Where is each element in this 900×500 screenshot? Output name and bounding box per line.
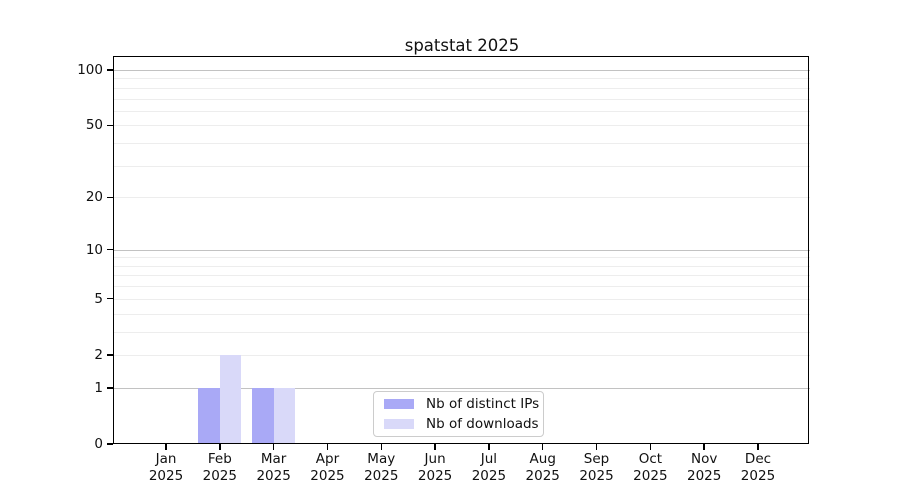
legend-swatch-nb-of-distinct-ips bbox=[384, 398, 414, 409]
y-tick-10 bbox=[107, 248, 113, 251]
legend-label-nb-of-downloads: Nb of downloads bbox=[426, 416, 539, 433]
x-tick-label-aug-2025: Aug 2025 bbox=[525, 451, 560, 484]
minor-gridline-6 bbox=[114, 286, 810, 288]
x-tick-label-jan-2025: Jan 2025 bbox=[148, 451, 184, 484]
x-tick-label-may-2025: May 2025 bbox=[364, 451, 399, 484]
x-tick-label-apr-2025: Apr 2025 bbox=[310, 451, 345, 484]
legend-item-nb-of-distinct-ips: Nb of distinct IPs bbox=[382, 395, 539, 413]
x-tick-apr-2025 bbox=[326, 444, 329, 450]
y-tick-5 bbox=[107, 298, 113, 300]
bar-nb-of-distinct-ips-mar-2025 bbox=[252, 387, 274, 444]
minor-gridline-80 bbox=[114, 87, 810, 89]
minor-gridline-2 bbox=[114, 354, 810, 356]
minor-gridline-60 bbox=[114, 110, 810, 112]
x-tick-may-2025 bbox=[380, 444, 382, 450]
legend-item-nb-of-downloads: Nb of downloads bbox=[382, 416, 539, 434]
x-tick-label-sep-2025: Sep 2025 bbox=[579, 451, 614, 484]
y-tick-label-1: 1 bbox=[94, 379, 103, 396]
bar-nb-of-downloads-mar-2025 bbox=[273, 387, 296, 444]
y-tick-2 bbox=[107, 354, 113, 356]
x-tick-label-jun-2025: Jun 2025 bbox=[417, 451, 453, 484]
y-tick-label-10: 10 bbox=[85, 241, 103, 258]
x-tick-dec-2025 bbox=[757, 444, 759, 450]
y-tick-label-2: 2 bbox=[94, 346, 103, 363]
x-tick-label-feb-2025: Feb 2025 bbox=[202, 451, 237, 484]
x-tick-jun-2025 bbox=[434, 444, 436, 450]
minor-gridline-90 bbox=[114, 78, 810, 80]
y-tick-label-100: 100 bbox=[77, 61, 103, 78]
y-tick-label-5: 5 bbox=[94, 290, 103, 307]
chart-title: spatstat 2025 bbox=[404, 36, 520, 55]
major-gridline-10 bbox=[114, 249, 810, 251]
bar-nb-of-distinct-ips-feb-2025 bbox=[198, 387, 220, 444]
x-tick-aug-2025 bbox=[542, 444, 544, 450]
x-tick-mar-2025 bbox=[272, 444, 275, 450]
minor-gridline-5 bbox=[114, 298, 810, 300]
major-gridline-100 bbox=[114, 69, 810, 71]
y-tick-label-0: 0 bbox=[94, 436, 103, 452]
minor-gridline-50 bbox=[114, 125, 810, 127]
legend-label-nb-of-distinct-ips: Nb of distinct IPs bbox=[426, 395, 540, 412]
x-tick-nov-2025 bbox=[703, 444, 705, 450]
y-tick-1 bbox=[107, 387, 113, 389]
bar-nb-of-downloads-feb-2025 bbox=[219, 354, 242, 444]
x-tick-oct-2025 bbox=[649, 444, 652, 450]
legend-swatch-nb-of-downloads bbox=[384, 419, 414, 430]
x-tick-label-jul-2025: Jul 2025 bbox=[471, 451, 507, 484]
x-tick-jul-2025 bbox=[488, 444, 490, 450]
y-tick-label-20: 20 bbox=[85, 189, 103, 206]
y-tick-0 bbox=[107, 443, 113, 445]
y-tick-100 bbox=[107, 69, 113, 71]
y-tick-50 bbox=[107, 124, 113, 127]
minor-gridline-4 bbox=[114, 313, 810, 315]
y-tick-label-50: 50 bbox=[85, 117, 103, 134]
minor-gridline-30 bbox=[114, 165, 810, 167]
minor-gridline-9 bbox=[114, 257, 810, 259]
major-gridline-1 bbox=[114, 387, 810, 389]
x-tick-sep-2025 bbox=[595, 444, 598, 450]
x-tick-label-dec-2025: Dec 2025 bbox=[740, 451, 776, 484]
minor-gridline-3 bbox=[114, 331, 810, 333]
y-tick-20 bbox=[107, 196, 113, 198]
x-tick-jan-2025 bbox=[165, 444, 167, 450]
minor-gridline-70 bbox=[114, 98, 810, 100]
legend: Nb of distinct IPs Nb of downloads bbox=[373, 391, 544, 437]
x-tick-label-oct-2025: Oct 2025 bbox=[633, 451, 668, 484]
x-tick-label-mar-2025: Mar 2025 bbox=[256, 451, 291, 484]
minor-gridline-40 bbox=[114, 143, 810, 145]
minor-gridline-20 bbox=[114, 197, 810, 199]
x-tick-feb-2025 bbox=[219, 444, 221, 450]
minor-gridline-7 bbox=[114, 275, 810, 277]
minor-gridline-8 bbox=[114, 265, 810, 267]
x-tick-label-nov-2025: Nov 2025 bbox=[686, 451, 722, 484]
